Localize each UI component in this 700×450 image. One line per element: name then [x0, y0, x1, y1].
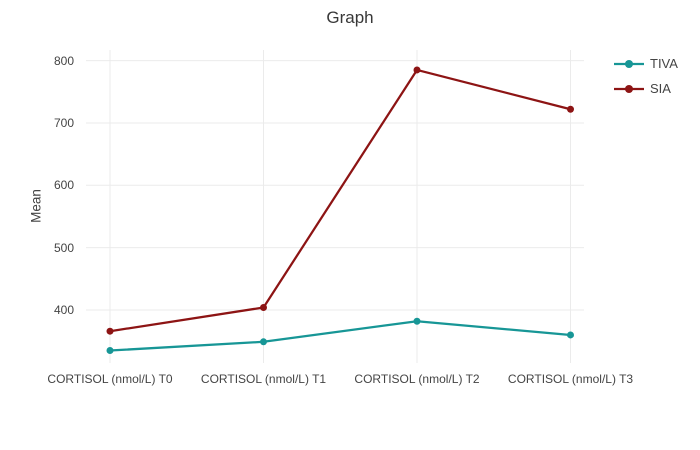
- series-line-tiva: [108, 320, 572, 352]
- legend-label: TIVA: [650, 56, 678, 71]
- legend: TIVA SIA: [614, 51, 678, 101]
- data-point-marker: [413, 317, 421, 325]
- x-tick-label: CORTISOL (nmol/L) T3: [507, 372, 634, 386]
- y-tick-label: 700: [53, 115, 74, 130]
- x-tick-label: CORTISOL (nmol/L) T1: [200, 372, 327, 386]
- legend-item-tiva[interactable]: TIVA: [614, 51, 678, 76]
- data-point-marker: [413, 66, 421, 74]
- data-point-marker: [260, 338, 267, 346]
- y-tick-label: 500: [53, 240, 74, 255]
- x-tick-label: CORTISOL (nmol/L) T2: [354, 372, 480, 386]
- legend-swatch-icon: [614, 59, 644, 68]
- chart-title: Graph: [326, 8, 374, 27]
- y-tick-label: 800: [53, 53, 74, 68]
- y-axis-title: Mean: [28, 189, 44, 223]
- data-point-marker: [260, 304, 267, 312]
- data-point-marker: [106, 327, 114, 335]
- legend-swatch-icon: [614, 84, 644, 93]
- data-point-marker: [567, 105, 574, 113]
- series-line-sia: [108, 68, 572, 333]
- y-tick-label: 400: [53, 303, 74, 317]
- data-point-marker: [567, 331, 574, 339]
- legend-label: SIA: [650, 81, 671, 96]
- y-tick-label: 600: [53, 178, 74, 193]
- data-point-marker: [106, 347, 114, 355]
- legend-item-sia[interactable]: SIA: [614, 76, 678, 101]
- x-tick-label: CORTISOL (nmol/L) T0: [47, 372, 173, 386]
